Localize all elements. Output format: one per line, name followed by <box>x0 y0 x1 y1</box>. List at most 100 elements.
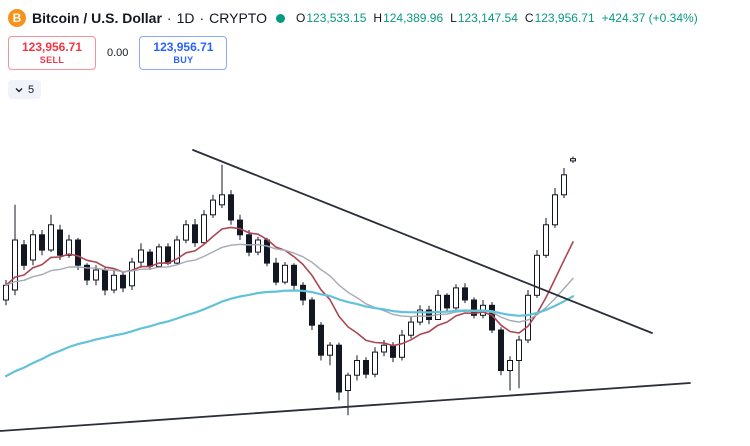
candle <box>21 244 27 266</box>
legend-change: +424.37 (+0.34%) <box>601 11 698 25</box>
legend-close-value: 123,956.71 <box>534 11 595 25</box>
candle <box>192 224 198 244</box>
symbol-row: B Bitcoin / U.S. Dollar · 1D · CRYPTO O1… <box>8 8 740 28</box>
legend-open: O123,533.15 <box>296 11 366 25</box>
interval-label[interactable]: 1D <box>176 10 195 26</box>
candle <box>273 262 279 283</box>
candle <box>363 360 369 375</box>
candle <box>264 239 270 264</box>
legend-high-value: 124,389.96 <box>383 11 444 25</box>
candle <box>255 239 261 253</box>
ma-slow-cyan-line <box>4 289 575 378</box>
candle <box>570 158 576 162</box>
candle <box>327 344 333 356</box>
sell-price: 123,956.71 <box>21 39 83 54</box>
spread-value: 0.00 <box>107 47 129 59</box>
legend-high-label: H <box>373 11 383 25</box>
ohlc-legend: O123,533.15 H124,389.96 L123,147.54 C123… <box>296 11 698 25</box>
candle <box>129 261 135 287</box>
collapsed-count: 5 <box>28 83 35 96</box>
candle <box>534 254 540 296</box>
ascending-support-trendline[interactable] <box>0 382 691 432</box>
candle <box>210 199 216 216</box>
candle <box>507 360 513 371</box>
candle <box>156 246 162 267</box>
candle <box>552 194 558 226</box>
candle <box>246 234 252 253</box>
candle <box>300 284 306 301</box>
chevron-down-icon <box>15 87 23 93</box>
candle <box>48 224 54 251</box>
indicators-dropdown[interactable]: 5 <box>8 80 42 99</box>
sell-label: SELL <box>39 54 65 65</box>
candle <box>282 264 288 283</box>
sell-button[interactable]: 123,956.71 SELL <box>8 36 96 70</box>
title-separator: · <box>199 10 205 26</box>
legend-close-label: C <box>524 11 534 25</box>
candle <box>75 239 81 266</box>
candle <box>516 339 522 361</box>
candle <box>453 287 459 309</box>
candle <box>336 344 342 393</box>
legend-open-value: 123,533.15 <box>306 11 367 25</box>
bitcoin-icon: B <box>8 9 26 27</box>
candle <box>444 294 450 309</box>
candle <box>345 374 351 392</box>
candle <box>12 239 18 291</box>
ma-fast-red-line <box>5 226 574 347</box>
candle <box>120 274 126 289</box>
descending-resistance-trendline[interactable] <box>192 149 653 334</box>
candle <box>174 239 180 264</box>
legend-close: C123,956.71 <box>525 11 595 25</box>
buy-label: BUY <box>173 54 194 65</box>
buy-button[interactable]: 123,956.71 BUY <box>139 36 228 70</box>
candle <box>390 344 396 358</box>
bitcoin-glyph: B <box>12 11 22 25</box>
candle <box>426 309 432 320</box>
candle <box>39 234 45 251</box>
candle <box>3 284 9 301</box>
candle <box>111 274 117 291</box>
legend-high: H124,389.96 <box>373 11 443 25</box>
candle <box>399 334 405 358</box>
candle <box>165 246 171 264</box>
candle <box>201 214 207 244</box>
candle <box>354 360 360 376</box>
candle <box>183 224 189 241</box>
candle <box>30 234 36 261</box>
legend-low-value: 123,147.54 <box>457 11 518 25</box>
candle <box>381 344 387 353</box>
buy-price: 123,956.71 <box>153 39 214 54</box>
market-label: CRYPTO <box>209 10 267 26</box>
title-separator: · <box>166 10 172 26</box>
candle <box>318 324 324 356</box>
candle <box>93 269 99 281</box>
legend-open-label: O <box>296 11 306 25</box>
candle <box>237 219 243 236</box>
candle <box>84 264 90 281</box>
candle <box>138 249 144 263</box>
symbol-title[interactable]: Bitcoin / U.S. Dollar <box>32 10 162 26</box>
legend-low-label: L <box>450 11 457 25</box>
legend-low: L123,147.54 <box>450 11 518 25</box>
candle <box>309 299 315 326</box>
candle <box>57 229 63 256</box>
chart-header: B Bitcoin / U.S. Dollar · 1D · CRYPTO O1… <box>0 0 750 99</box>
candle <box>372 351 378 375</box>
candle <box>219 194 225 206</box>
candle <box>561 174 567 196</box>
candle <box>228 194 234 221</box>
candle <box>66 239 72 256</box>
candle <box>471 299 477 316</box>
candle <box>435 294 441 320</box>
candle <box>462 287 468 301</box>
candle <box>147 251 153 267</box>
candle <box>543 224 549 256</box>
order-panel: 123,956.71 SELL 0.00 123,956.71 BUY <box>8 36 740 70</box>
candle <box>408 321 414 336</box>
candle <box>102 269 108 291</box>
candle <box>525 294 531 341</box>
market-status-icon <box>276 13 285 23</box>
